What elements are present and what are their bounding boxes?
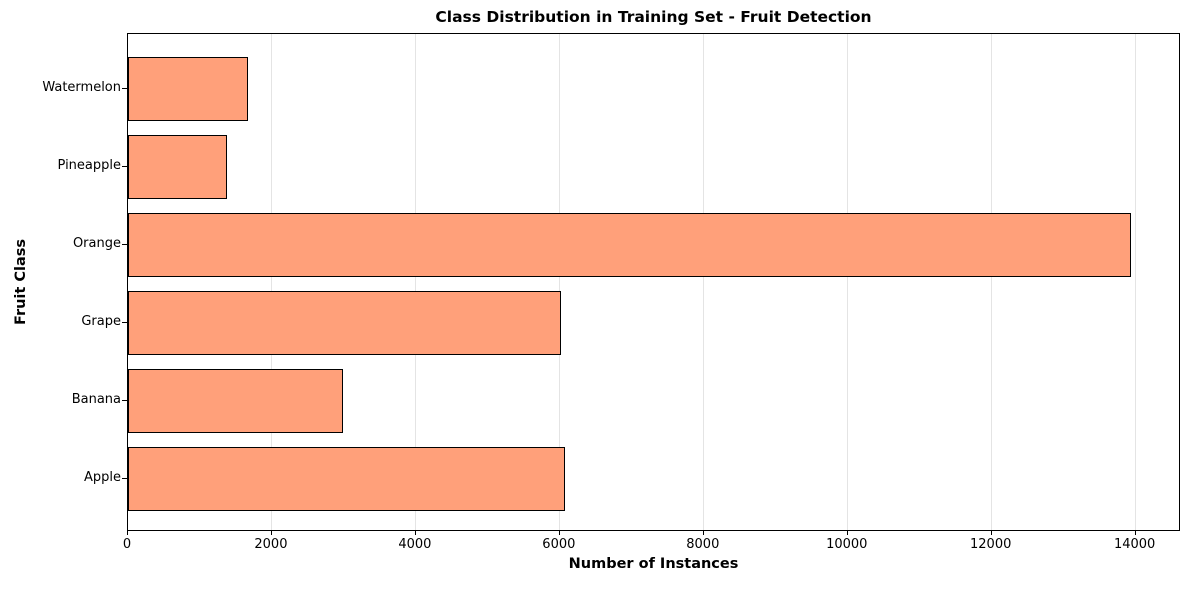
y-tick-mark-watermelon [122,87,127,89]
x-tick-label-12000: 12000 [970,537,1012,552]
y-tick-label-pineapple: Pineapple [57,157,121,173]
y-tick-label-grape: Grape [81,313,121,329]
x-tick-label-8000: 8000 [686,537,720,552]
bar-watermelon [128,56,249,121]
y-tick-label-watermelon: Watermelon [42,79,121,95]
bar-pineapple [128,134,227,199]
y-axis-label: Fruit Class [13,238,29,326]
bar-banana [128,368,344,433]
x-tick-mark-2000 [270,531,272,535]
x-tick-mark-10000 [846,531,848,535]
x-tick-label-14000: 14000 [1113,537,1156,552]
gridline-x-4000 [415,34,417,530]
bar-apple [128,447,565,511]
x-tick-label-0: 0 [122,537,132,552]
y-tick-mark-grape [122,321,127,323]
x-tick-mark-14000 [1134,531,1136,535]
gridline-x-10000 [847,34,849,530]
bar-grape [128,290,562,355]
gridline-x-14000 [1135,34,1137,530]
x-tick-label-4000: 4000 [398,537,432,552]
x-tick-mark-0 [127,531,128,535]
y-tick-mark-pineapple [122,165,127,167]
y-tick-mark-apple [122,478,127,479]
x-tick-mark-8000 [702,531,704,535]
x-axis-label: Number of Instances [568,556,739,572]
y-tick-label-apple: Apple [83,470,121,485]
bar-orange [128,212,1131,277]
gridline-x-8000 [703,34,705,530]
chart-title: Class Distribution in Training Set - Fru… [435,8,872,26]
gridline-x-2000 [271,34,273,530]
gridline-x-6000 [559,34,561,530]
plot-area [127,33,1180,531]
x-tick-label-2000: 2000 [254,537,288,552]
y-tick-label-banana: Banana [71,391,121,407]
x-tick-mark-12000 [990,531,992,535]
y-tick-mark-banana [122,399,127,401]
x-tick-mark-4000 [414,531,416,535]
x-tick-label-6000: 6000 [542,537,576,552]
gridline-x-12000 [991,34,993,530]
x-tick-mark-6000 [558,531,560,535]
y-tick-label-orange: Orange [72,235,121,251]
y-tick-mark-orange [122,243,127,245]
x-tick-label-10000: 10000 [826,537,868,552]
